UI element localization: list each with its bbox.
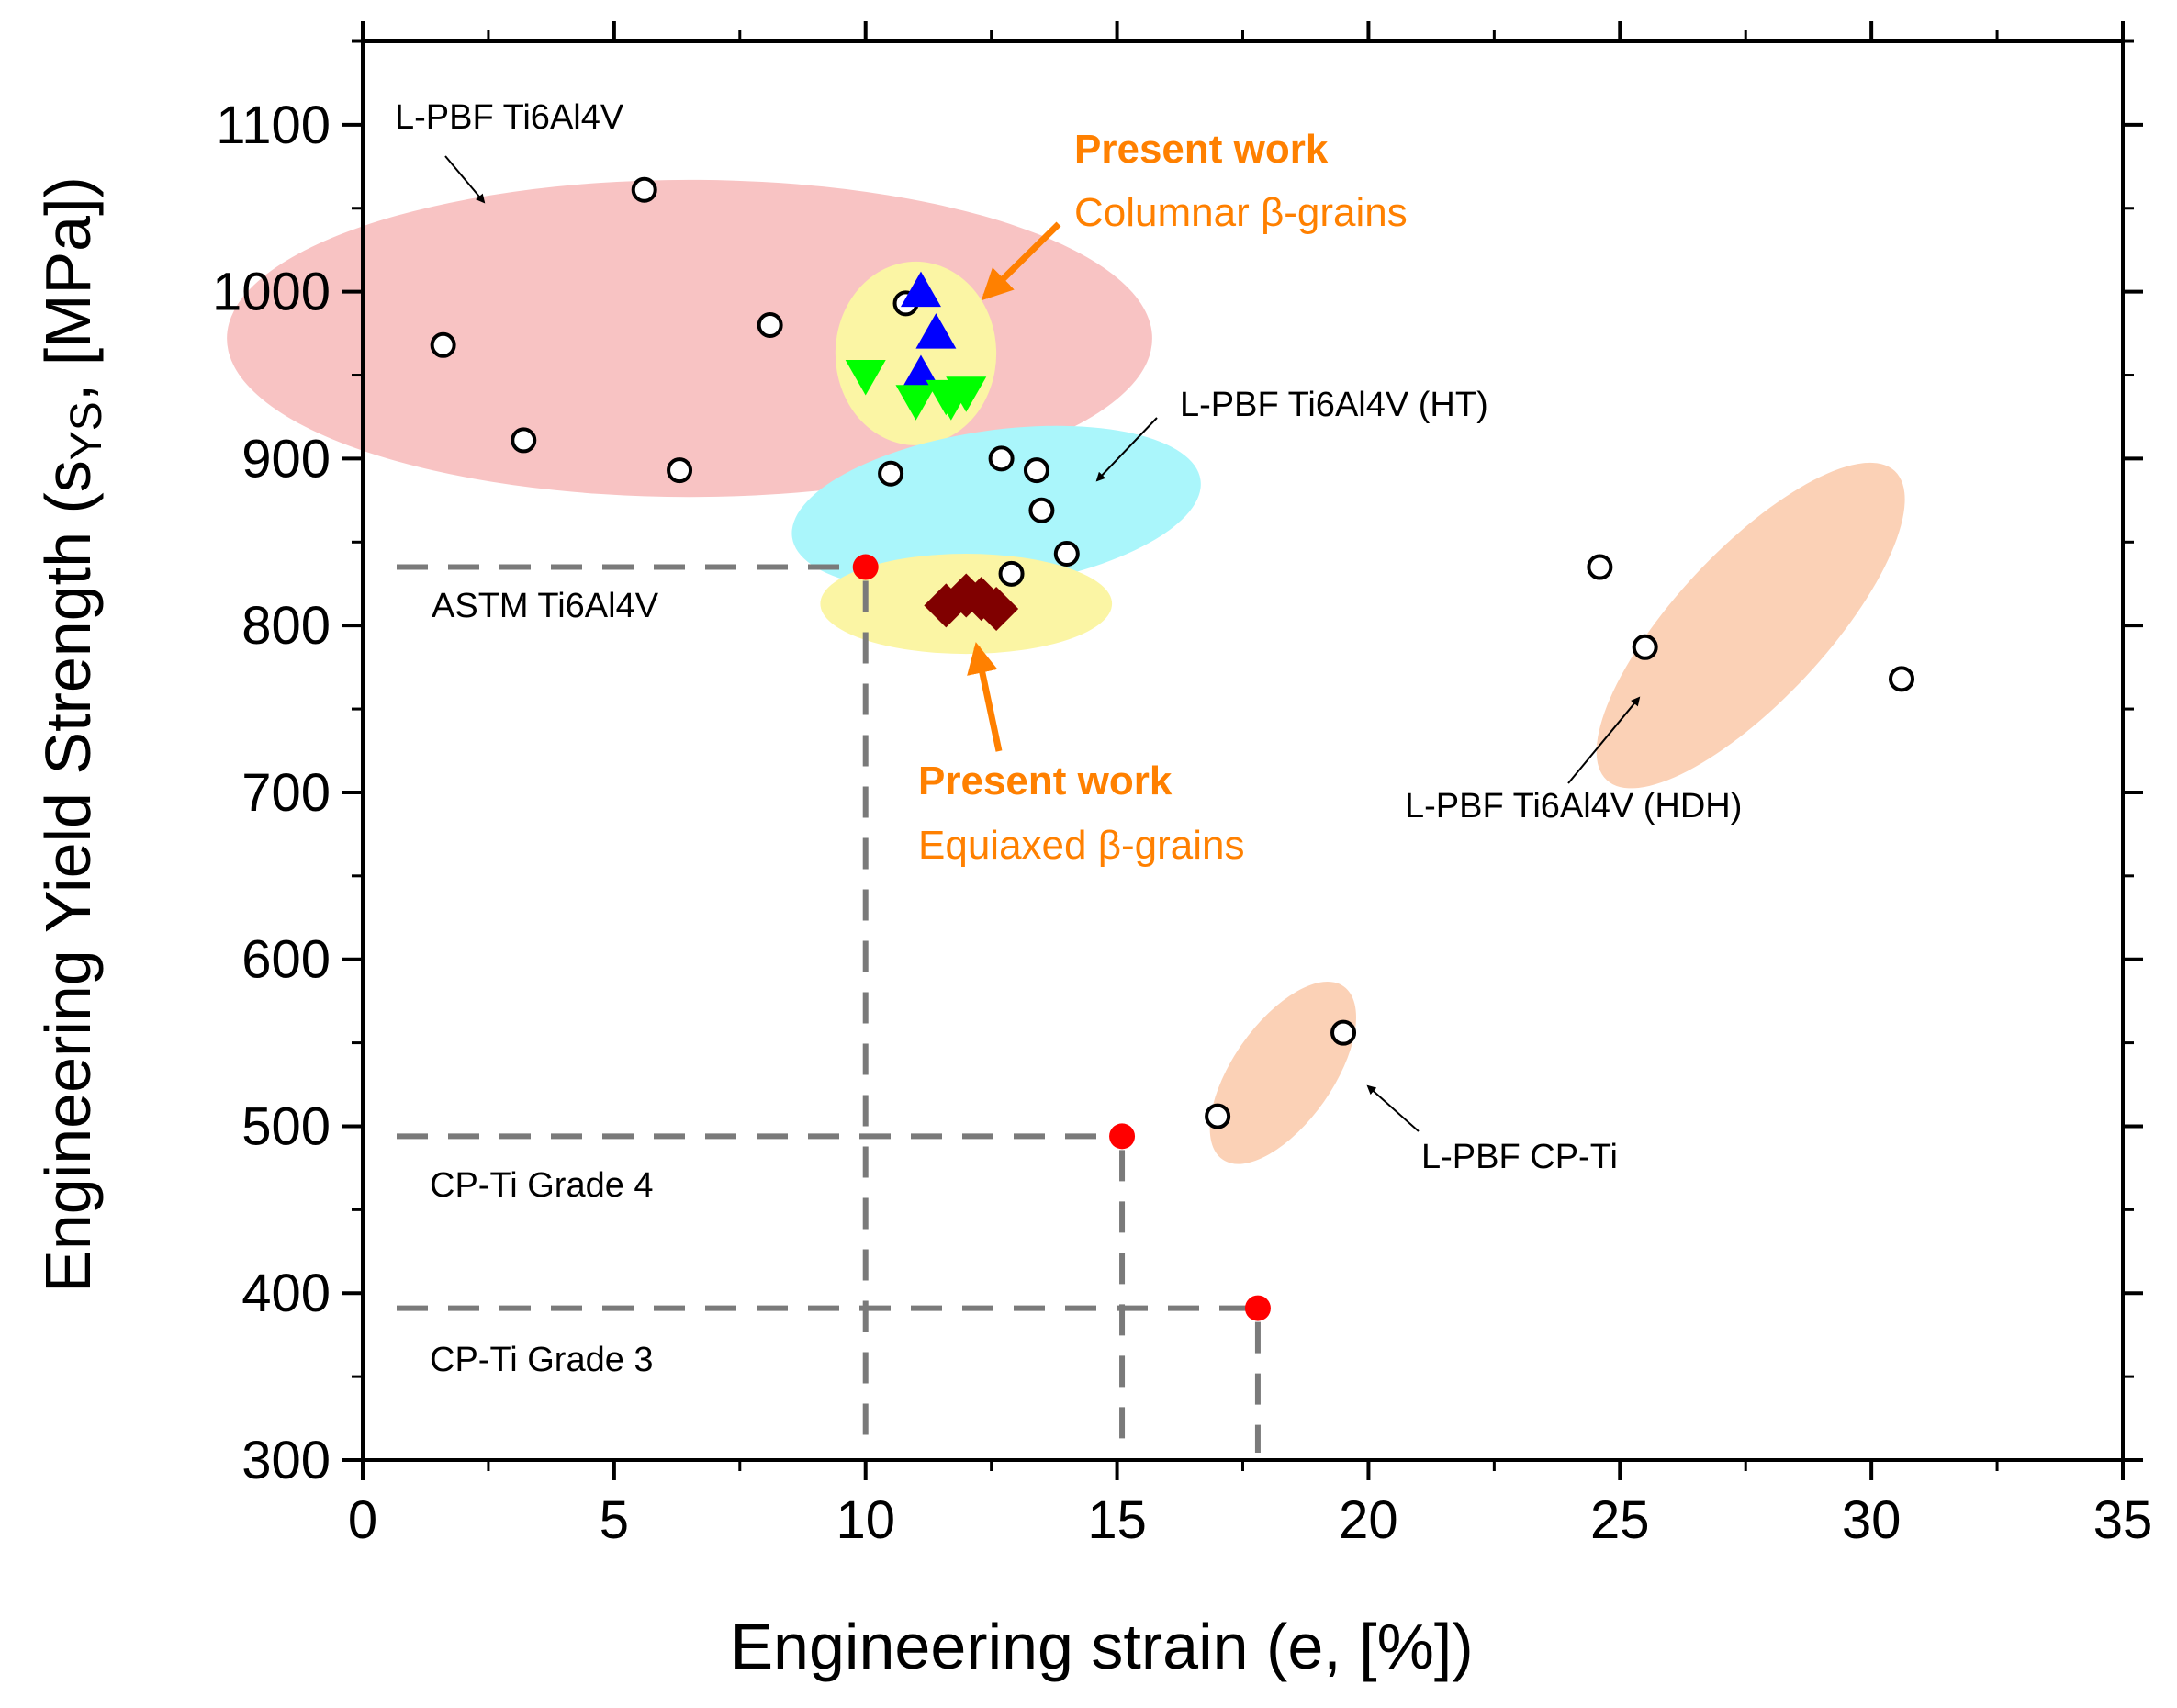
label-lpbf-ht: L-PBF Ti6Al4V (HT) (1180, 386, 1488, 424)
data-points (430, 176, 1915, 1321)
arrow-equiaxed (967, 642, 1003, 752)
y-tick-label: 300 (241, 1431, 331, 1490)
y-tick-label: 800 (241, 596, 331, 656)
label-equiaxed-grains: Equiaxed β-grains (918, 823, 1245, 868)
point-s4-1 (915, 313, 957, 349)
annotation-arrows (444, 155, 1641, 1132)
label-astm: ASTM Ti6Al4V (432, 587, 659, 625)
point-s6-3 (974, 587, 1019, 631)
point-s5-4 (946, 376, 987, 412)
arrow-columnar (981, 221, 1061, 301)
y-tick-label: 600 (241, 930, 331, 990)
point-s1-5 (998, 560, 1025, 587)
label-cpti-grade3: CP-Ti Grade 3 (430, 1341, 654, 1379)
point-s0-1 (511, 427, 537, 454)
x-tick-label: 0 (348, 1490, 377, 1550)
point-s2-0 (1587, 554, 1613, 580)
point-s0-2 (631, 176, 657, 203)
label-present-work-equiaxed: Present work (918, 758, 1173, 803)
label-lpbf: L-PBF Ti6Al4V (395, 98, 624, 137)
arrow-lpbf (444, 155, 486, 204)
y-axis-title-main: Engineering Yield Strength (s (32, 460, 104, 1293)
point-s1-1 (988, 445, 1015, 472)
point-s0-0 (430, 331, 456, 358)
point-s4-0 (900, 271, 941, 308)
x-tick-label: 25 (1590, 1490, 1650, 1550)
x-tick-label: 10 (836, 1490, 895, 1550)
x-tick-label: 5 (600, 1490, 629, 1550)
highlight-regions (227, 179, 1905, 1164)
x-tick-label: 35 (2093, 1490, 2153, 1550)
point-s5-1 (895, 385, 937, 421)
point-s3-1 (1330, 1019, 1357, 1046)
arrow-lpbf-ht (1095, 417, 1158, 482)
point-s5-0 (845, 360, 886, 396)
point-s7-2 (1244, 1295, 1271, 1321)
y-tick-label: 1000 (212, 263, 331, 322)
y-axis-title-end: , [MPa]) (32, 176, 104, 401)
point-s1-3 (1028, 497, 1055, 523)
y-tick-label: 1100 (216, 96, 331, 155)
arrow-lpbf-hdh (1567, 696, 1641, 784)
point-s1-4 (1053, 541, 1080, 567)
arrow-lpbf-cpti (1366, 1084, 1420, 1132)
point-s1-2 (1023, 457, 1049, 484)
x-tick-label: 20 (1339, 1490, 1398, 1550)
region-5 (1209, 982, 1356, 1164)
point-s2-1 (1632, 634, 1658, 660)
x-axis-title: Engineering strain (e, [%]) (730, 1611, 1473, 1682)
point-s1-0 (878, 460, 904, 487)
axis-ticks: 0 5 10 15 20 25 30 35 300 400 500 600 700 800 900 1000 1… (212, 21, 2152, 1550)
point-s7-0 (852, 554, 879, 580)
x-tick-label: 15 (1087, 1490, 1147, 1550)
y-tick-label: 900 (241, 429, 331, 489)
point-s7-1 (1109, 1123, 1136, 1150)
y-axis-title-sub: YS (62, 401, 111, 460)
y-tick-label: 700 (241, 763, 331, 823)
region-4 (1596, 462, 1905, 789)
label-lpbf-cpti: L-PBF CP-Ti (1421, 1138, 1618, 1176)
point-s0-3 (667, 457, 693, 484)
label-lpbf-hdh: L-PBF Ti6Al4V (HDH) (1405, 787, 1742, 826)
y-tick-label: 400 (241, 1264, 331, 1323)
label-present-work-columnar: Present work (1074, 127, 1329, 172)
point-s3-0 (1205, 1103, 1231, 1129)
reference-lines (397, 564, 1261, 1453)
label-columnar-grains: Columnar β-grains (1074, 190, 1408, 235)
label-cpti-grade4: CP-Ti Grade 4 (430, 1166, 654, 1205)
y-axis-title: Engineering Yield Strength (sYS, [MPa]) (32, 176, 111, 1293)
point-s2-2 (1889, 666, 1915, 692)
y-tick-label: 500 (241, 1096, 331, 1156)
point-s0-4 (757, 312, 783, 338)
x-tick-label: 30 (1842, 1490, 1902, 1550)
